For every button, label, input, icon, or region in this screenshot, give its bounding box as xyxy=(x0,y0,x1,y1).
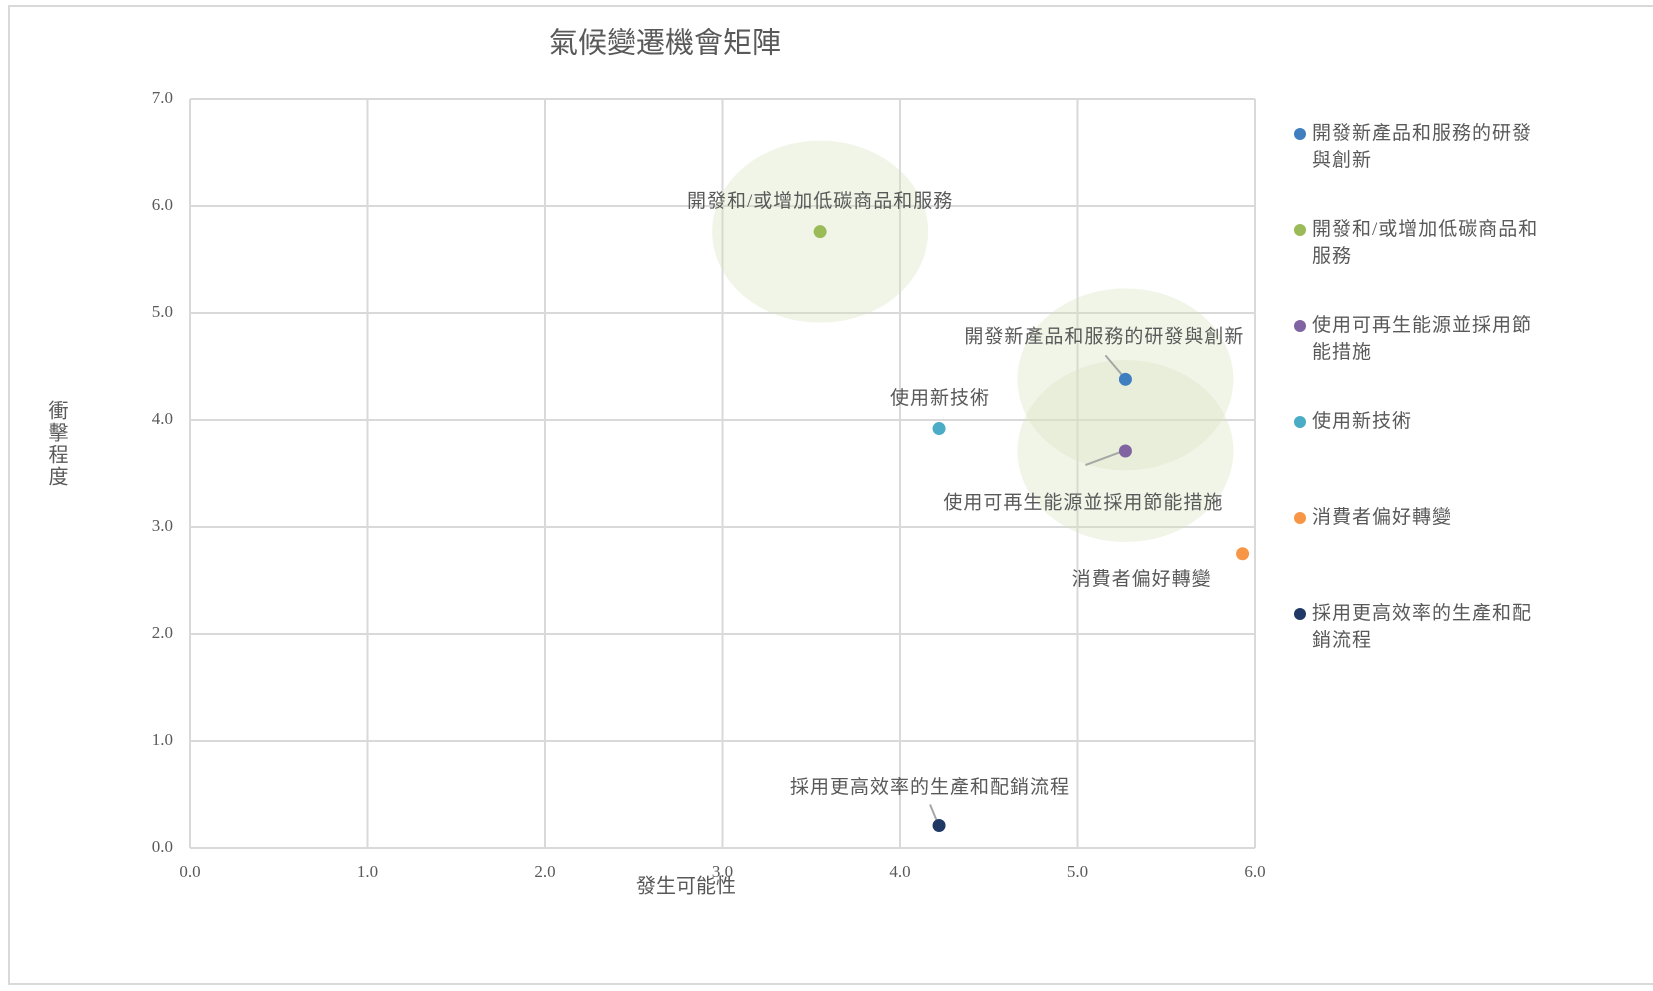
legend-entry: 採用更高效率的生產和配銷流程 xyxy=(1294,600,1544,696)
legend-entry: 使用新技術 xyxy=(1294,408,1544,504)
legend-label: 採用更高效率的生產和配銷流程 xyxy=(1312,603,1533,651)
x-axis-label: 發生可能性 xyxy=(636,875,736,898)
scatter-point xyxy=(1236,547,1250,561)
x-tick-label: 5.0 xyxy=(1067,862,1088,881)
legend-marker xyxy=(1294,128,1306,140)
legend-entry: 開發和/或增加低碳商品和服務 xyxy=(1294,216,1544,312)
y-tick-label: 3.0 xyxy=(152,516,173,535)
x-tick-label: 0.0 xyxy=(179,862,200,881)
y-tick-label: 5.0 xyxy=(152,302,173,321)
data-label: 採用更高效率的生產和配銷流程 xyxy=(790,776,1070,798)
legend-marker xyxy=(1294,512,1306,524)
legend-label: 開發新產品和服務的研發與創新 xyxy=(1312,123,1533,171)
legend-entry: 使用可再生能源並採用節能措施 xyxy=(1294,312,1544,408)
scatter-point xyxy=(813,225,827,239)
y-axis-label: 衝擊程度 xyxy=(45,400,67,488)
scatter-point xyxy=(1118,444,1132,458)
x-tick-label: 1.0 xyxy=(357,862,378,881)
legend-marker xyxy=(1294,608,1306,620)
y-tick-label: 6.0 xyxy=(152,195,173,214)
legend-marker xyxy=(1294,320,1306,332)
x-tick-label: 2.0 xyxy=(534,862,555,881)
x-tick-label: 6.0 xyxy=(1244,862,1265,881)
data-label: 使用可再生能源並採用節能措施 xyxy=(943,491,1223,513)
data-label: 開發新產品和服務的研發與創新 xyxy=(964,326,1244,348)
data-label: 開發和/或增加低碳商品和服務 xyxy=(687,190,953,212)
y-tick-label: 1.0 xyxy=(152,730,173,749)
legend-marker xyxy=(1294,224,1306,236)
y-tick-label: 7.0 xyxy=(152,88,173,107)
chart-frame xyxy=(8,5,1653,985)
scatter-point xyxy=(932,819,946,833)
legend-entry: 開發新產品和服務的研發與創新 xyxy=(1294,120,1544,216)
y-tick-label: 2.0 xyxy=(152,623,173,642)
leader-line xyxy=(1104,354,1124,376)
legend: 開發新產品和服務的研發與創新 開發和/或增加低碳商品和服務 使用可再生能源並採用節能… xyxy=(1294,120,1544,696)
legend-marker xyxy=(1294,416,1306,428)
y-tick-label: 4.0 xyxy=(152,409,173,428)
leader-line xyxy=(929,804,938,822)
x-tick-label: 3.0 xyxy=(712,862,733,881)
legend-entry: 消費者偏好轉變 xyxy=(1294,504,1544,600)
legend-label: 使用新技術 xyxy=(1312,411,1413,432)
x-tick-label: 4.0 xyxy=(889,862,910,881)
scatter-point xyxy=(932,422,946,436)
legend-label: 開發和/或增加低碳商品和服務 xyxy=(1312,219,1539,267)
data-label: 使用新技術 xyxy=(890,387,990,409)
legend-label: 消費者偏好轉變 xyxy=(1312,507,1453,528)
data-label: 消費者偏好轉變 xyxy=(1072,568,1212,590)
y-tick-label: 0.0 xyxy=(152,837,173,856)
leader-line xyxy=(1085,451,1121,466)
chart-title: 氣候變遷機會矩陣 xyxy=(549,27,781,60)
scatter-point xyxy=(1118,372,1132,386)
legend-label: 使用可再生能源並採用節能措施 xyxy=(1312,315,1533,363)
